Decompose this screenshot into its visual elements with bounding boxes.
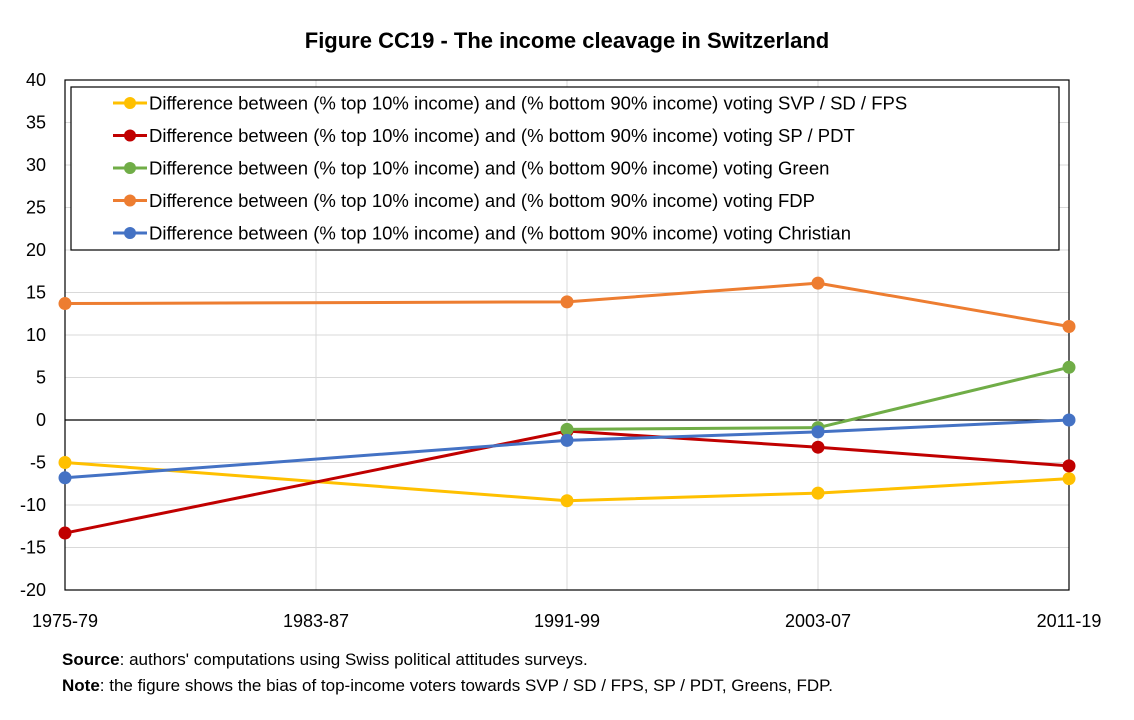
data-point — [560, 422, 574, 436]
data-point — [1062, 413, 1076, 427]
chart-title: Figure CC19 - The income cleavage in Swi… — [304, 28, 830, 53]
source-note: Source: authors' computations using Swis… — [62, 650, 588, 670]
y-tick-label: 15 — [26, 283, 46, 303]
data-point — [58, 471, 72, 485]
legend: Difference between (% top 10% income) an… — [70, 86, 1060, 251]
series-line-2 — [64, 429, 1070, 535]
legend-entry-label: Difference between (% top 10% income) an… — [149, 93, 907, 114]
y-tick-label: 25 — [26, 198, 46, 218]
data-point — [811, 425, 825, 439]
y-tick-label: 10 — [26, 325, 46, 345]
source-text: : authors' computations using Swiss poli… — [119, 650, 588, 669]
x-tick-label: 1983-87 — [283, 611, 349, 631]
axis-layer: -20 -15 -10 -5 0 5 10 15 20 25 30 35 40 1975-79 1983-8… — [20, 70, 1101, 631]
data-point — [58, 526, 72, 540]
data-point — [58, 456, 72, 469]
data-point — [560, 433, 574, 447]
x-tick-label: 2003-07 — [785, 611, 851, 631]
legend-swatch-marker — [124, 162, 136, 174]
y-tick-label: 5 — [36, 368, 46, 388]
plot-area-border — [64, 79, 1070, 591]
data-point — [560, 494, 574, 508]
legend-entry-label: Difference between (% top 10% income) an… — [149, 125, 855, 146]
data-point — [811, 276, 825, 290]
y-tick-label: -10 — [20, 495, 46, 515]
series-line-5 — [64, 418, 1070, 480]
figure-note: Note: the figure shows the bias of top-i… — [62, 676, 833, 696]
data-point — [1062, 360, 1076, 374]
note-text: : the figure shows the bias of top-incom… — [99, 676, 833, 695]
source-label: Source — [62, 650, 120, 669]
data-point — [1062, 320, 1076, 333]
y-tick-label: 35 — [26, 113, 46, 133]
data-point — [811, 440, 825, 454]
data-point — [1062, 472, 1076, 486]
y-tick-label: -20 — [20, 580, 46, 600]
y-tick-label: -5 — [30, 453, 46, 473]
x-tick-label: 2011-19 — [1037, 611, 1102, 631]
data-point — [560, 295, 574, 309]
legend-swatch-marker — [124, 129, 136, 142]
data-point — [1062, 459, 1076, 473]
series-layer — [58, 276, 1076, 540]
legend-entry-label: Difference between (% top 10% income) an… — [149, 190, 815, 211]
data-point — [811, 486, 825, 500]
series-line-4 — [64, 281, 1070, 328]
legend-entry-label: Difference between (% top 10% income) an… — [149, 158, 829, 179]
data-point — [58, 297, 72, 311]
x-tick-label: 1991-99 — [534, 611, 600, 631]
legend-box — [70, 86, 1060, 251]
x-tick-label: 1975-79 — [32, 611, 98, 631]
y-tick-label: 0 — [36, 410, 46, 430]
legend-entry-label: Difference between (% top 10% income) an… — [149, 223, 851, 244]
y-tick-label: 40 — [26, 70, 46, 90]
legend-swatch-marker — [124, 97, 136, 109]
y-tick-label: 20 — [26, 240, 46, 260]
legend-swatch-marker — [124, 227, 136, 239]
y-tick-label: 30 — [26, 155, 46, 175]
note-label: Note — [62, 676, 100, 695]
legend-swatch-marker — [124, 194, 136, 207]
y-tick-label: -15 — [20, 538, 46, 558]
